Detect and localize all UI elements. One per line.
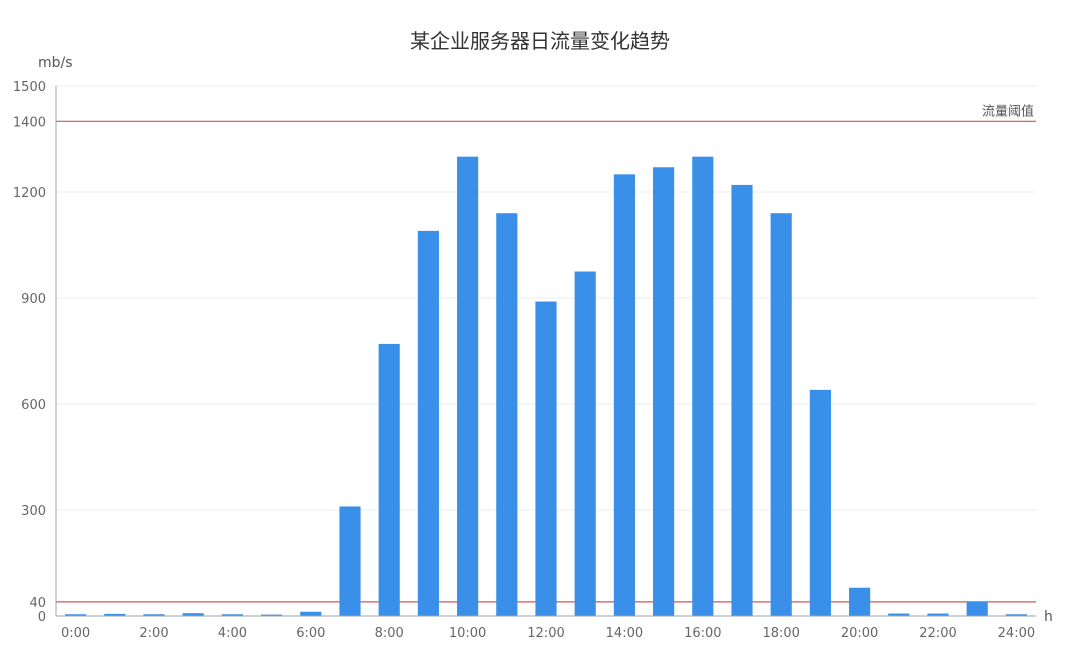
bar xyxy=(261,614,283,616)
bar xyxy=(221,614,243,616)
x-tick-label: 20:00 xyxy=(841,626,878,641)
bar xyxy=(65,614,87,616)
x-tick-label: 6:00 xyxy=(296,626,325,641)
x-tick-label: 22:00 xyxy=(919,626,956,641)
bar xyxy=(339,506,361,616)
x-axis-unit: h xyxy=(1044,609,1053,625)
x-tick-label: 12:00 xyxy=(527,626,564,641)
bar xyxy=(300,611,322,616)
y-tick-label: 40 xyxy=(29,596,46,611)
y-tick-label: 600 xyxy=(21,398,46,413)
bar xyxy=(653,167,675,616)
bar xyxy=(182,613,204,616)
bar xyxy=(770,213,792,616)
bar xyxy=(1005,614,1027,616)
y-axis-unit: mb/s xyxy=(38,55,73,71)
y-tick-label: 1400 xyxy=(13,115,46,130)
bar xyxy=(457,156,479,616)
chart-title: 某企业服务器日流量变化趋势 xyxy=(410,29,670,53)
bar xyxy=(574,271,596,616)
threshold-label: 流量阈值 xyxy=(982,103,1034,119)
x-tick-label: 4:00 xyxy=(218,626,247,641)
y-tick-label: 0 xyxy=(38,610,46,625)
bar xyxy=(496,213,518,616)
bar xyxy=(535,301,557,616)
bar xyxy=(692,156,714,616)
bar xyxy=(731,184,753,616)
bar xyxy=(809,389,831,616)
x-tick-labels: 0:00 2:00 4:00 6:00 8:00 10:00 12:00 14:00 16:00… xyxy=(61,626,1035,641)
bar xyxy=(849,587,871,616)
bar xyxy=(966,601,988,616)
x-tick-label: 14:00 xyxy=(606,626,643,641)
x-tick-label: 24:00 xyxy=(998,626,1035,641)
y-tick-label: 900 xyxy=(21,292,46,307)
x-tick-label: 2:00 xyxy=(139,626,168,641)
bar xyxy=(927,613,949,616)
bar xyxy=(143,614,165,616)
x-tick-label: 16:00 xyxy=(684,626,721,641)
bar xyxy=(417,230,439,616)
y-tick-label: 1200 xyxy=(13,186,46,201)
bar xyxy=(888,613,910,616)
x-tick-label: 8:00 xyxy=(375,626,404,641)
bar xyxy=(378,343,400,616)
bar xyxy=(104,613,126,616)
y-tick-label: 1500 xyxy=(13,80,46,95)
x-tick-label: 18:00 xyxy=(762,626,799,641)
x-tick-label: 10:00 xyxy=(449,626,486,641)
bar xyxy=(613,174,635,617)
y-tick-labels: 040 300 600 900 1200 1400 1500 xyxy=(13,80,46,625)
y-tick-label: 300 xyxy=(21,504,46,519)
x-tick-label: 0:00 xyxy=(61,626,90,641)
bars xyxy=(65,156,1027,617)
